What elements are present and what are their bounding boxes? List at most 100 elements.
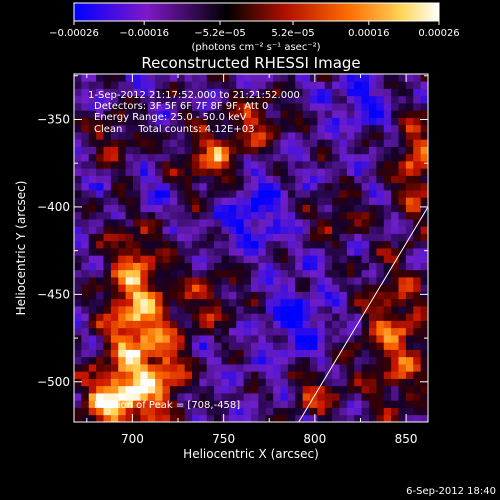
- heatmap-cell: [265, 371, 274, 379]
- heatmap-cell: [265, 400, 274, 408]
- heatmap-cell: [236, 335, 245, 343]
- heatmap-cell: [391, 414, 399, 422]
- heatmap-cell: [140, 110, 149, 118]
- heatmap-cell: [236, 356, 245, 365]
- heatmap-cell: [221, 349, 230, 358]
- heatmap-cell: [413, 378, 422, 387]
- heatmap-cell: [273, 88, 281, 97]
- heatmap-cell: [280, 103, 289, 111]
- heatmap-cell: [265, 298, 274, 307]
- heatmap-cell: [74, 255, 82, 263]
- heatmap-cell: [398, 400, 407, 408]
- heatmap-cell: [118, 197, 127, 205]
- heatmap-cell: [405, 255, 414, 263]
- heatmap-cell: [206, 88, 215, 97]
- heatmap-cell: [133, 320, 141, 329]
- heatmap-cell: [324, 146, 333, 155]
- heatmap-cell: [302, 103, 311, 111]
- heatmap-cell: [81, 306, 90, 314]
- heatmap-cell: [361, 168, 370, 176]
- heatmap-cell: [302, 356, 311, 365]
- heatmap-cell: [273, 320, 281, 329]
- heatmap-cell: [332, 81, 340, 89]
- heatmap-cell: [169, 168, 178, 176]
- heatmap-cell: [265, 342, 274, 350]
- heatmap-cell: [206, 240, 215, 249]
- heatmap-cell: [162, 132, 171, 140]
- heatmap-cell: [177, 306, 186, 314]
- heatmap-cell: [236, 385, 245, 394]
- heatmap-cell: [184, 168, 193, 176]
- heatmap-cell: [155, 371, 163, 379]
- heatmap-cell: [265, 88, 274, 97]
- heatmap-cell: [199, 95, 208, 104]
- heatmap-cell: [354, 74, 363, 82]
- heatmap-cell: [376, 407, 385, 416]
- heatmap-cell: [413, 226, 422, 234]
- heatmap-cell: [413, 291, 422, 300]
- colorbar-tick-label: 5.2e−05: [271, 28, 314, 39]
- heatmap-cell: [354, 400, 363, 408]
- heatmap-cell: [228, 132, 237, 140]
- heatmap-cell: [192, 117, 200, 126]
- heatmap-cell: [133, 291, 141, 300]
- heatmap-cell: [243, 81, 252, 89]
- heatmap-cell: [184, 204, 193, 213]
- heatmap-cell: [369, 385, 377, 394]
- heatmap-cell: [155, 277, 163, 285]
- heatmap-cell: [354, 378, 363, 387]
- heatmap-cell: [206, 204, 215, 213]
- heatmap-cell: [391, 190, 399, 198]
- heatmap-cell: [169, 371, 178, 379]
- heatmap-cell: [147, 306, 156, 314]
- heatmap-cell: [251, 291, 259, 300]
- heatmap-cell: [310, 298, 318, 307]
- heatmap-cell: [140, 269, 149, 278]
- heatmap-cell: [324, 88, 333, 97]
- heatmap-cell: [206, 414, 215, 422]
- heatmap-cell: [118, 364, 127, 372]
- heatmap-cell: [310, 233, 318, 242]
- heatmap-cell: [413, 414, 422, 422]
- heatmap-cell: [310, 349, 318, 358]
- heatmap-cell: [295, 335, 304, 343]
- heatmap-cell: [184, 407, 193, 416]
- heatmap-cell: [391, 378, 399, 387]
- heatmap-cell: [81, 342, 90, 350]
- heatmap-cell: [110, 327, 119, 336]
- heatmap-cell: [88, 277, 97, 285]
- heatmap-cell: [369, 74, 377, 82]
- heatmap-cell: [317, 168, 326, 176]
- heatmap-cell: [74, 385, 82, 394]
- heatmap-cell: [317, 88, 326, 97]
- heatmap-cell: [383, 197, 392, 205]
- heatmap-cell: [361, 233, 370, 242]
- heatmap-cell: [199, 378, 208, 387]
- heatmap-cell: [118, 103, 127, 111]
- heatmap-cell: [88, 211, 97, 220]
- heatmap-cell: [361, 182, 370, 191]
- heatmap-cell: [125, 248, 134, 256]
- heatmap-cell: [140, 103, 149, 111]
- heatmap-cell: [310, 313, 318, 321]
- heatmap-cell: [169, 255, 178, 263]
- heatmap-cell: [81, 117, 90, 126]
- heatmap-cell: [228, 393, 237, 401]
- heatmap-cell: [184, 240, 193, 249]
- heatmap-cell: [236, 168, 245, 176]
- heatmap-cell: [221, 356, 230, 365]
- heatmap-cell: [398, 349, 407, 358]
- heatmap-cell: [221, 124, 230, 133]
- heatmap-cell: [125, 298, 134, 307]
- heatmap-cell: [214, 335, 222, 343]
- heatmap-cell: [317, 182, 326, 191]
- heatmap-cell: [177, 269, 186, 278]
- heatmap-cell: [155, 182, 163, 191]
- heatmap-cell: [391, 327, 399, 336]
- heatmap-cell: [258, 262, 267, 271]
- heatmap-cell: [199, 356, 208, 365]
- heatmap-cell: [258, 356, 267, 365]
- heatmap-cell: [88, 182, 97, 191]
- heatmap-cell: [155, 74, 163, 82]
- y-tick-label: −400: [37, 200, 70, 214]
